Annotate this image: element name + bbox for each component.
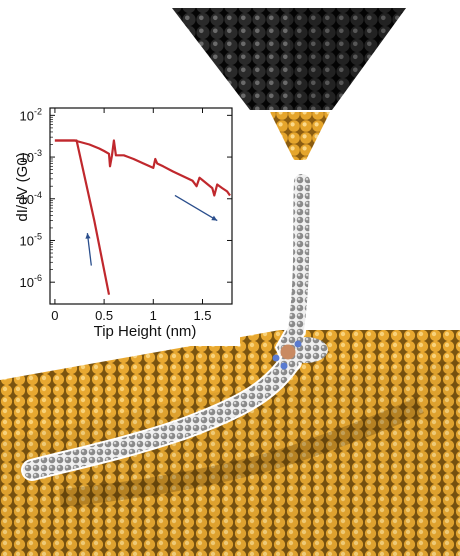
y-tick-label: 10-2: [20, 106, 42, 123]
y-axis-label: dI/dV (G0): [14, 152, 31, 222]
arrow-annotation: [86, 233, 92, 266]
nitrogen-atom: [280, 362, 288, 370]
plot-frame: [49, 107, 233, 305]
chart-annotations: [85, 194, 218, 266]
series-line-2: [54, 139, 111, 295]
inset-chart-background: [4, 98, 240, 346]
molecule-chain: [21, 172, 328, 481]
gold-surface: [0, 330, 460, 556]
y-tick-label: 10-5: [20, 231, 42, 248]
nitrogen-atom: [294, 340, 302, 348]
nitrogen-atom: [272, 354, 280, 362]
y-tick-label: 10-3: [20, 148, 42, 165]
x-axis-ticks: 0 0.5 1 1.5: [51, 108, 212, 323]
arrow-annotation: [174, 194, 218, 222]
y-tick-label: 10-4: [20, 190, 42, 207]
molecule-shadow: [59, 396, 425, 507]
x-axis-label: Tip Height (nm): [93, 323, 197, 340]
stm-tip: [172, 8, 406, 160]
y-axis-ticks: 10-2 10-3 10-4 10-5 10-6: [20, 106, 232, 290]
arrow-head: [211, 215, 218, 221]
x-tick-label: 0: [51, 308, 58, 323]
x-tick-label: 1.5: [193, 308, 211, 323]
x-tick-label: 0.5: [95, 308, 113, 323]
arrow-head: [85, 233, 91, 239]
chart-series: [54, 139, 231, 295]
series-line-1: [54, 139, 231, 197]
metal-center-atom: [280, 344, 296, 360]
x-tick-label: 1: [150, 308, 157, 323]
y-tick-label: 10-6: [20, 273, 42, 290]
